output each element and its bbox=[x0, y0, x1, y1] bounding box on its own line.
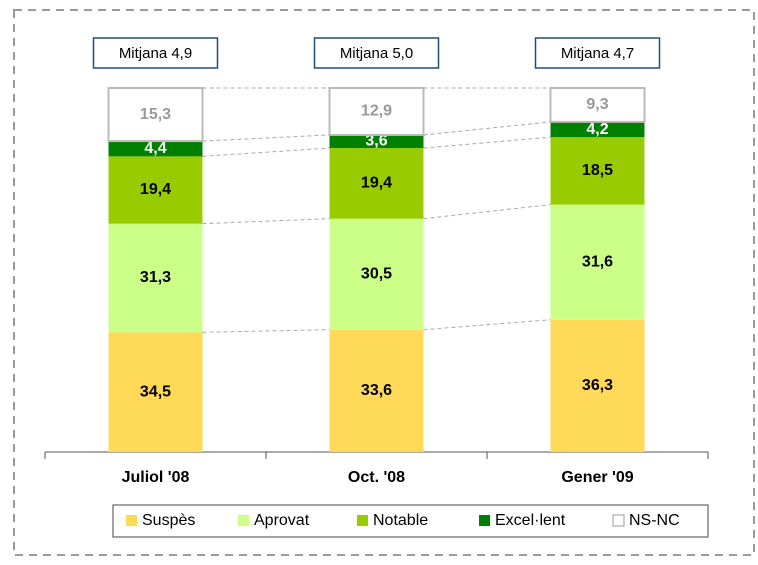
bar-segment bbox=[329, 329, 424, 452]
bar-segment bbox=[107, 87, 204, 143]
frame bbox=[13, 9, 755, 556]
bar-segment bbox=[108, 156, 203, 224]
connector bbox=[423, 121, 551, 136]
connector bbox=[202, 134, 330, 142]
legend-label: NS-NC bbox=[629, 512, 680, 529]
legend-swatch bbox=[479, 515, 490, 526]
annotation: Mitjana 4,9 bbox=[119, 45, 192, 62]
legend-swatch bbox=[126, 515, 137, 526]
connector bbox=[423, 136, 551, 149]
bar-segment bbox=[550, 121, 645, 138]
legend-swatch bbox=[612, 514, 625, 527]
legend-box bbox=[112, 504, 709, 538]
connector bbox=[423, 204, 551, 220]
data-label: 12,9 bbox=[361, 103, 392, 120]
annotation: Mitjana 5,0 bbox=[340, 45, 413, 62]
annotation: Mitjana 4,7 bbox=[561, 45, 634, 62]
bar-segment bbox=[329, 218, 424, 330]
data-label: 15,3 bbox=[140, 106, 171, 123]
legend-label: Suspès bbox=[142, 512, 195, 529]
bar-segment bbox=[550, 137, 645, 205]
bar-segment bbox=[550, 204, 645, 320]
annotation-box bbox=[92, 37, 219, 69]
data-label: 31,3 bbox=[140, 269, 171, 286]
data-label: 3,6 bbox=[365, 133, 387, 150]
x-tick-label: Juliol '08 bbox=[122, 469, 190, 486]
bar-segment bbox=[328, 87, 425, 136]
data-label: 34,5 bbox=[140, 383, 171, 400]
legend-label: Notable bbox=[373, 512, 428, 529]
connector bbox=[202, 147, 330, 157]
data-label: 33,6 bbox=[361, 382, 392, 399]
data-label: 18,5 bbox=[582, 162, 613, 179]
annotation-box bbox=[313, 37, 440, 69]
bar-segment bbox=[108, 141, 203, 157]
bar-segment bbox=[329, 148, 424, 219]
data-label: 36,3 bbox=[582, 377, 613, 394]
data-label: 4,2 bbox=[586, 121, 608, 138]
bar-segment bbox=[108, 223, 203, 333]
annotation-box bbox=[534, 37, 661, 69]
legend-label: Excel·lent bbox=[495, 512, 566, 529]
data-label: 19,4 bbox=[140, 181, 171, 198]
data-label: 19,4 bbox=[361, 175, 392, 192]
x-tick-label: Oct. '08 bbox=[348, 469, 405, 486]
bar-segment bbox=[549, 87, 646, 123]
connector bbox=[202, 218, 330, 225]
data-label: 9,3 bbox=[586, 96, 608, 113]
bar-segment bbox=[550, 319, 645, 452]
bar-segment bbox=[108, 332, 203, 452]
legend-label: Aprovat bbox=[254, 512, 310, 529]
x-tick-label: Gener '09 bbox=[561, 469, 633, 486]
data-label: 30,5 bbox=[361, 265, 392, 282]
bar-segment bbox=[329, 134, 424, 149]
connector bbox=[423, 319, 551, 331]
data-label: 4,4 bbox=[144, 140, 166, 157]
connector bbox=[202, 329, 330, 333]
legend-swatch bbox=[238, 515, 249, 526]
data-label: 31,6 bbox=[582, 253, 613, 270]
legend-swatch bbox=[357, 515, 368, 526]
